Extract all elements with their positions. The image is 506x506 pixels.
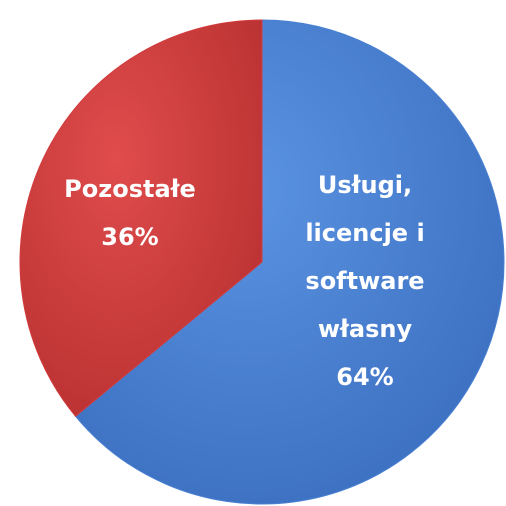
label-line: Pozostałe [64,175,196,203]
label-line: Usługi, [318,171,412,199]
label-line: software [305,267,424,295]
slice-value-label: 64% [336,363,393,391]
label-line: licencje i [305,219,424,247]
pie-slice [74,19,505,505]
slice-label: Pozostałe [64,175,196,203]
slice-label: Usługi, licencje i software własny [305,171,424,343]
pie-slice [19,19,263,417]
slice-value-label: 36% [101,223,158,251]
label-line: własny [318,315,413,343]
